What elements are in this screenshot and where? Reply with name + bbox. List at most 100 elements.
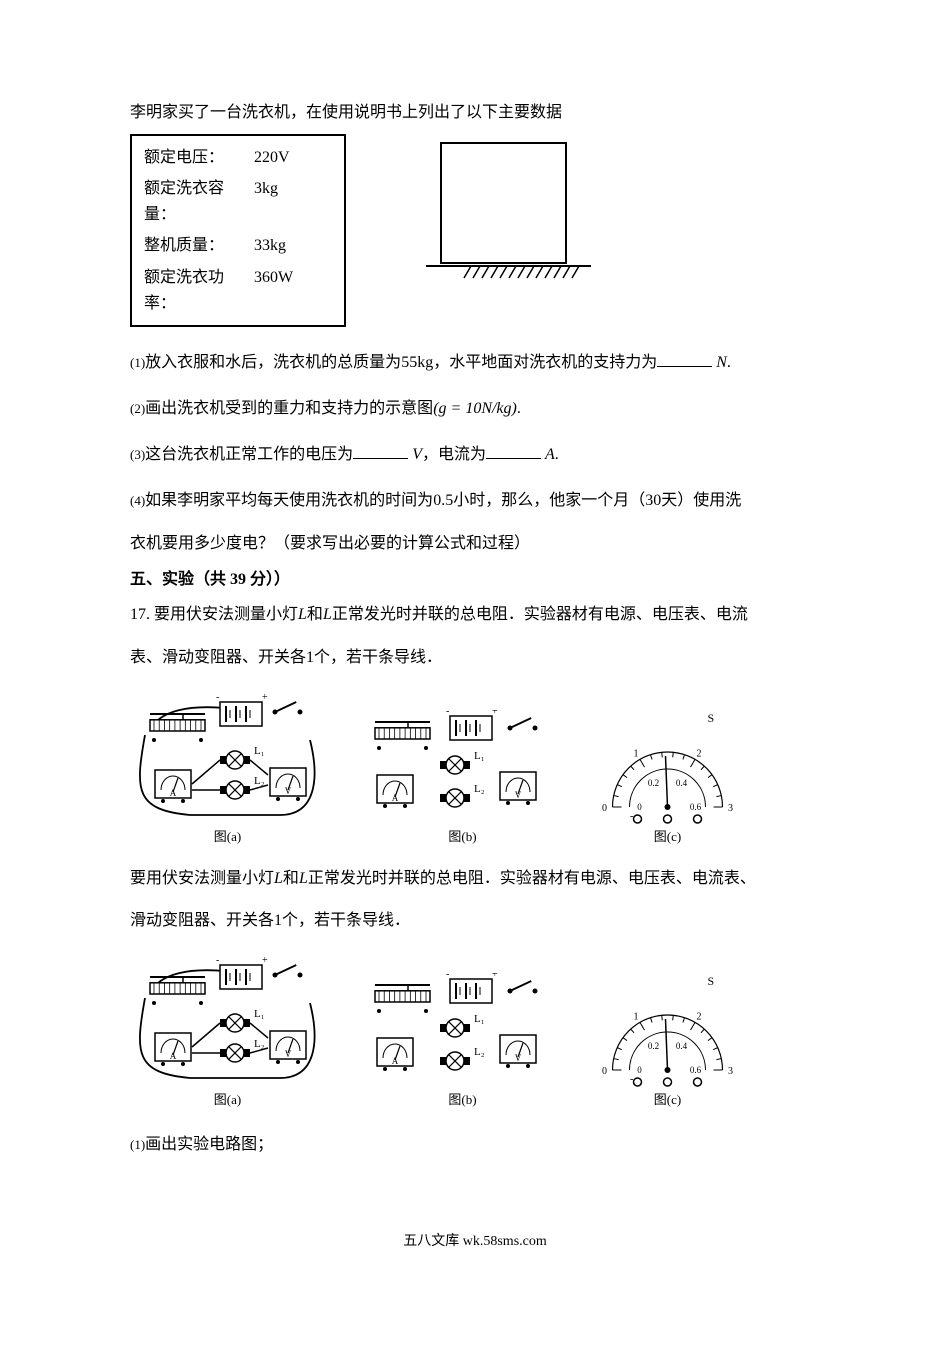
svg-text:2: 2 xyxy=(697,1012,702,1023)
period: . xyxy=(727,354,731,371)
svg-text:S: S xyxy=(708,974,715,988)
caption-c: 图(c) xyxy=(654,1090,681,1111)
svg-text:2: 2 xyxy=(697,748,702,759)
period: . xyxy=(555,446,559,463)
page: 李明家买了一台洗衣机，在使用说明书上列出了以下主要数据 额定电压： 220V 额… xyxy=(0,0,950,1314)
lamp-l: L xyxy=(274,870,283,887)
unit-n: N xyxy=(716,354,727,371)
svg-text:1: 1 xyxy=(634,1012,639,1023)
q-text: 和 xyxy=(307,606,323,623)
table-row: 额定电压： 220V xyxy=(144,142,314,174)
svg-text:L₁: L₁ xyxy=(254,745,265,757)
intro-text: 李明家买了一台洗衣机，在使用说明书上列出了以下主要数据 xyxy=(130,100,820,126)
caption-a: 图(a) xyxy=(214,1090,241,1111)
q-text: ，水平地面对洗衣机的支持力为 xyxy=(433,354,657,371)
answer-blank xyxy=(657,350,712,367)
period: . xyxy=(517,400,521,417)
table-row: 额定洗衣容量： 3kg xyxy=(144,173,314,230)
table-row: 额定洗衣功率： 360W xyxy=(144,262,314,319)
question-3: (3)这台洗衣机正常工作的电压为 V，电流为 A. xyxy=(130,439,820,471)
svg-text:+: + xyxy=(492,710,498,717)
q-one: 1 xyxy=(306,649,314,666)
circuit-c: S012300.20.40.6-0.63 图(c) xyxy=(600,710,735,848)
svg-text:0: 0 xyxy=(602,1066,607,1077)
svg-text:L₁: L₁ xyxy=(254,1008,265,1020)
svg-text:A: A xyxy=(170,788,177,798)
circuit-figures-row-1: -+AL₁L₂V 图(a) -+AL₁L₂V 图(b) S012300.20.4… xyxy=(130,690,820,848)
caption-b: 图(b) xyxy=(448,1090,476,1111)
circuit-c: S012300.20.40.6-0.63 图(c) xyxy=(600,973,735,1111)
svg-text:L₂: L₂ xyxy=(254,775,265,787)
q-text: 个，若干条导线． xyxy=(314,649,442,666)
svg-text:+: + xyxy=(262,692,268,703)
spec-label: 额定洗衣功率： xyxy=(144,265,254,316)
svg-text:V: V xyxy=(515,1053,522,1063)
q-text: 个，若干条导线． xyxy=(282,912,410,929)
svg-text:A: A xyxy=(170,1051,177,1061)
svg-text:-: - xyxy=(630,1073,634,1085)
svg-text:0.6: 0.6 xyxy=(690,1065,702,1075)
svg-text:L₁: L₁ xyxy=(474,750,485,762)
section-5-title: 五、实验（共 39 分）） xyxy=(130,567,820,593)
circuit-a-icon: -+AL₁L₂V xyxy=(130,953,325,1088)
q-text: 要用伏安法测量小灯 xyxy=(130,870,274,887)
page-footer: 五八文库 wk.58sms.com xyxy=(130,1231,820,1253)
unit-a: A xyxy=(545,446,555,463)
g-expr: (g = 10N/kg) xyxy=(433,400,517,417)
svg-text:A: A xyxy=(392,1056,399,1066)
svg-text:0.2: 0.2 xyxy=(648,1041,659,1051)
q-number: (4) xyxy=(130,493,145,508)
svg-text:0: 0 xyxy=(602,803,607,814)
svg-text:-: - xyxy=(216,955,219,966)
svg-text:A: A xyxy=(392,793,399,803)
question-2: (2)画出洗衣机受到的重力和支持力的示意图(g = 10N/kg). xyxy=(130,393,820,425)
svg-text:0.4: 0.4 xyxy=(676,778,688,788)
question-17-line1: 17. 要用伏安法测量小灯L和L正常发光时并联的总电阻．实验器材有电源、电压表、… xyxy=(130,602,820,628)
q-text: 小时，那么，他家一个月（ xyxy=(453,492,645,509)
unit-v: V xyxy=(412,446,422,463)
answer-blank xyxy=(486,442,541,459)
repeat-line1: 要用伏安法测量小灯L和L正常发光时并联的总电阻．实验器材有电源、电压表、电流表、 xyxy=(130,866,820,892)
svg-text:V: V xyxy=(285,786,292,796)
spec-value: 3kg xyxy=(254,176,314,227)
q-text: 正常发光时并联的总电阻．实验器材有电源、电压表、电流 xyxy=(332,606,748,623)
circuit-a: -+AL₁L₂V 图(a) xyxy=(130,953,325,1111)
svg-text:0.2: 0.2 xyxy=(648,778,659,788)
spec-label: 额定洗衣容量： xyxy=(144,176,254,227)
caption-b: 图(b) xyxy=(448,827,476,848)
q-days: 30 xyxy=(645,492,661,509)
svg-text:L₂: L₂ xyxy=(254,1038,265,1050)
table-row: 整机质量： 33kg xyxy=(144,230,314,262)
spec-table: 额定电压： 220V 额定洗衣容量： 3kg 整机质量： 33kg 额定洗衣功率… xyxy=(130,134,346,328)
circuit-c-icon: S012300.20.40.6-0.63 xyxy=(600,710,735,825)
lamp-l: L xyxy=(323,606,332,623)
circuit-c-icon: S012300.20.40.6-0.63 xyxy=(600,973,735,1088)
q-number: (3) xyxy=(130,447,145,462)
q-text: 如果李明家平均每天使用洗衣机的时间为 xyxy=(145,492,433,509)
svg-text:S: S xyxy=(708,711,715,725)
q-text: 天）使用洗 xyxy=(661,492,741,509)
svg-text:0.4: 0.4 xyxy=(676,1041,688,1051)
circuit-b: -+AL₁L₂V 图(b) xyxy=(365,973,560,1111)
spec-and-figure-row: 额定电压： 220V 额定洗衣容量： 3kg 整机质量： 33kg 额定洗衣功率… xyxy=(130,134,820,328)
spec-value: 360W xyxy=(254,265,314,316)
washer-figure xyxy=(426,138,591,288)
circuit-a-icon: -+AL₁L₂V xyxy=(130,690,325,825)
q-text: 放入衣服和水后，洗衣机的总质量为 xyxy=(145,354,401,371)
repeat-line2: 滑动变阻器、开关各1个，若干条导线． xyxy=(130,905,820,937)
spec-label: 额定电压： xyxy=(144,145,254,171)
svg-text:V: V xyxy=(285,1049,292,1059)
svg-text:L₂: L₂ xyxy=(474,783,485,795)
q-number: (1) xyxy=(130,355,145,370)
svg-text:-: - xyxy=(630,810,634,822)
spec-label: 整机质量： xyxy=(144,233,254,259)
q-text: 画出实验电路图； xyxy=(145,1136,273,1153)
q-text: 要用伏安法测量小灯 xyxy=(150,606,298,623)
q-text: 和 xyxy=(283,870,299,887)
svg-text:3: 3 xyxy=(728,1066,733,1077)
spec-value: 33kg xyxy=(254,233,314,259)
svg-text:L₁: L₁ xyxy=(474,1013,485,1025)
caption-c: 图(c) xyxy=(654,827,681,848)
svg-text:0: 0 xyxy=(637,802,642,812)
lamp-l: L xyxy=(298,606,307,623)
